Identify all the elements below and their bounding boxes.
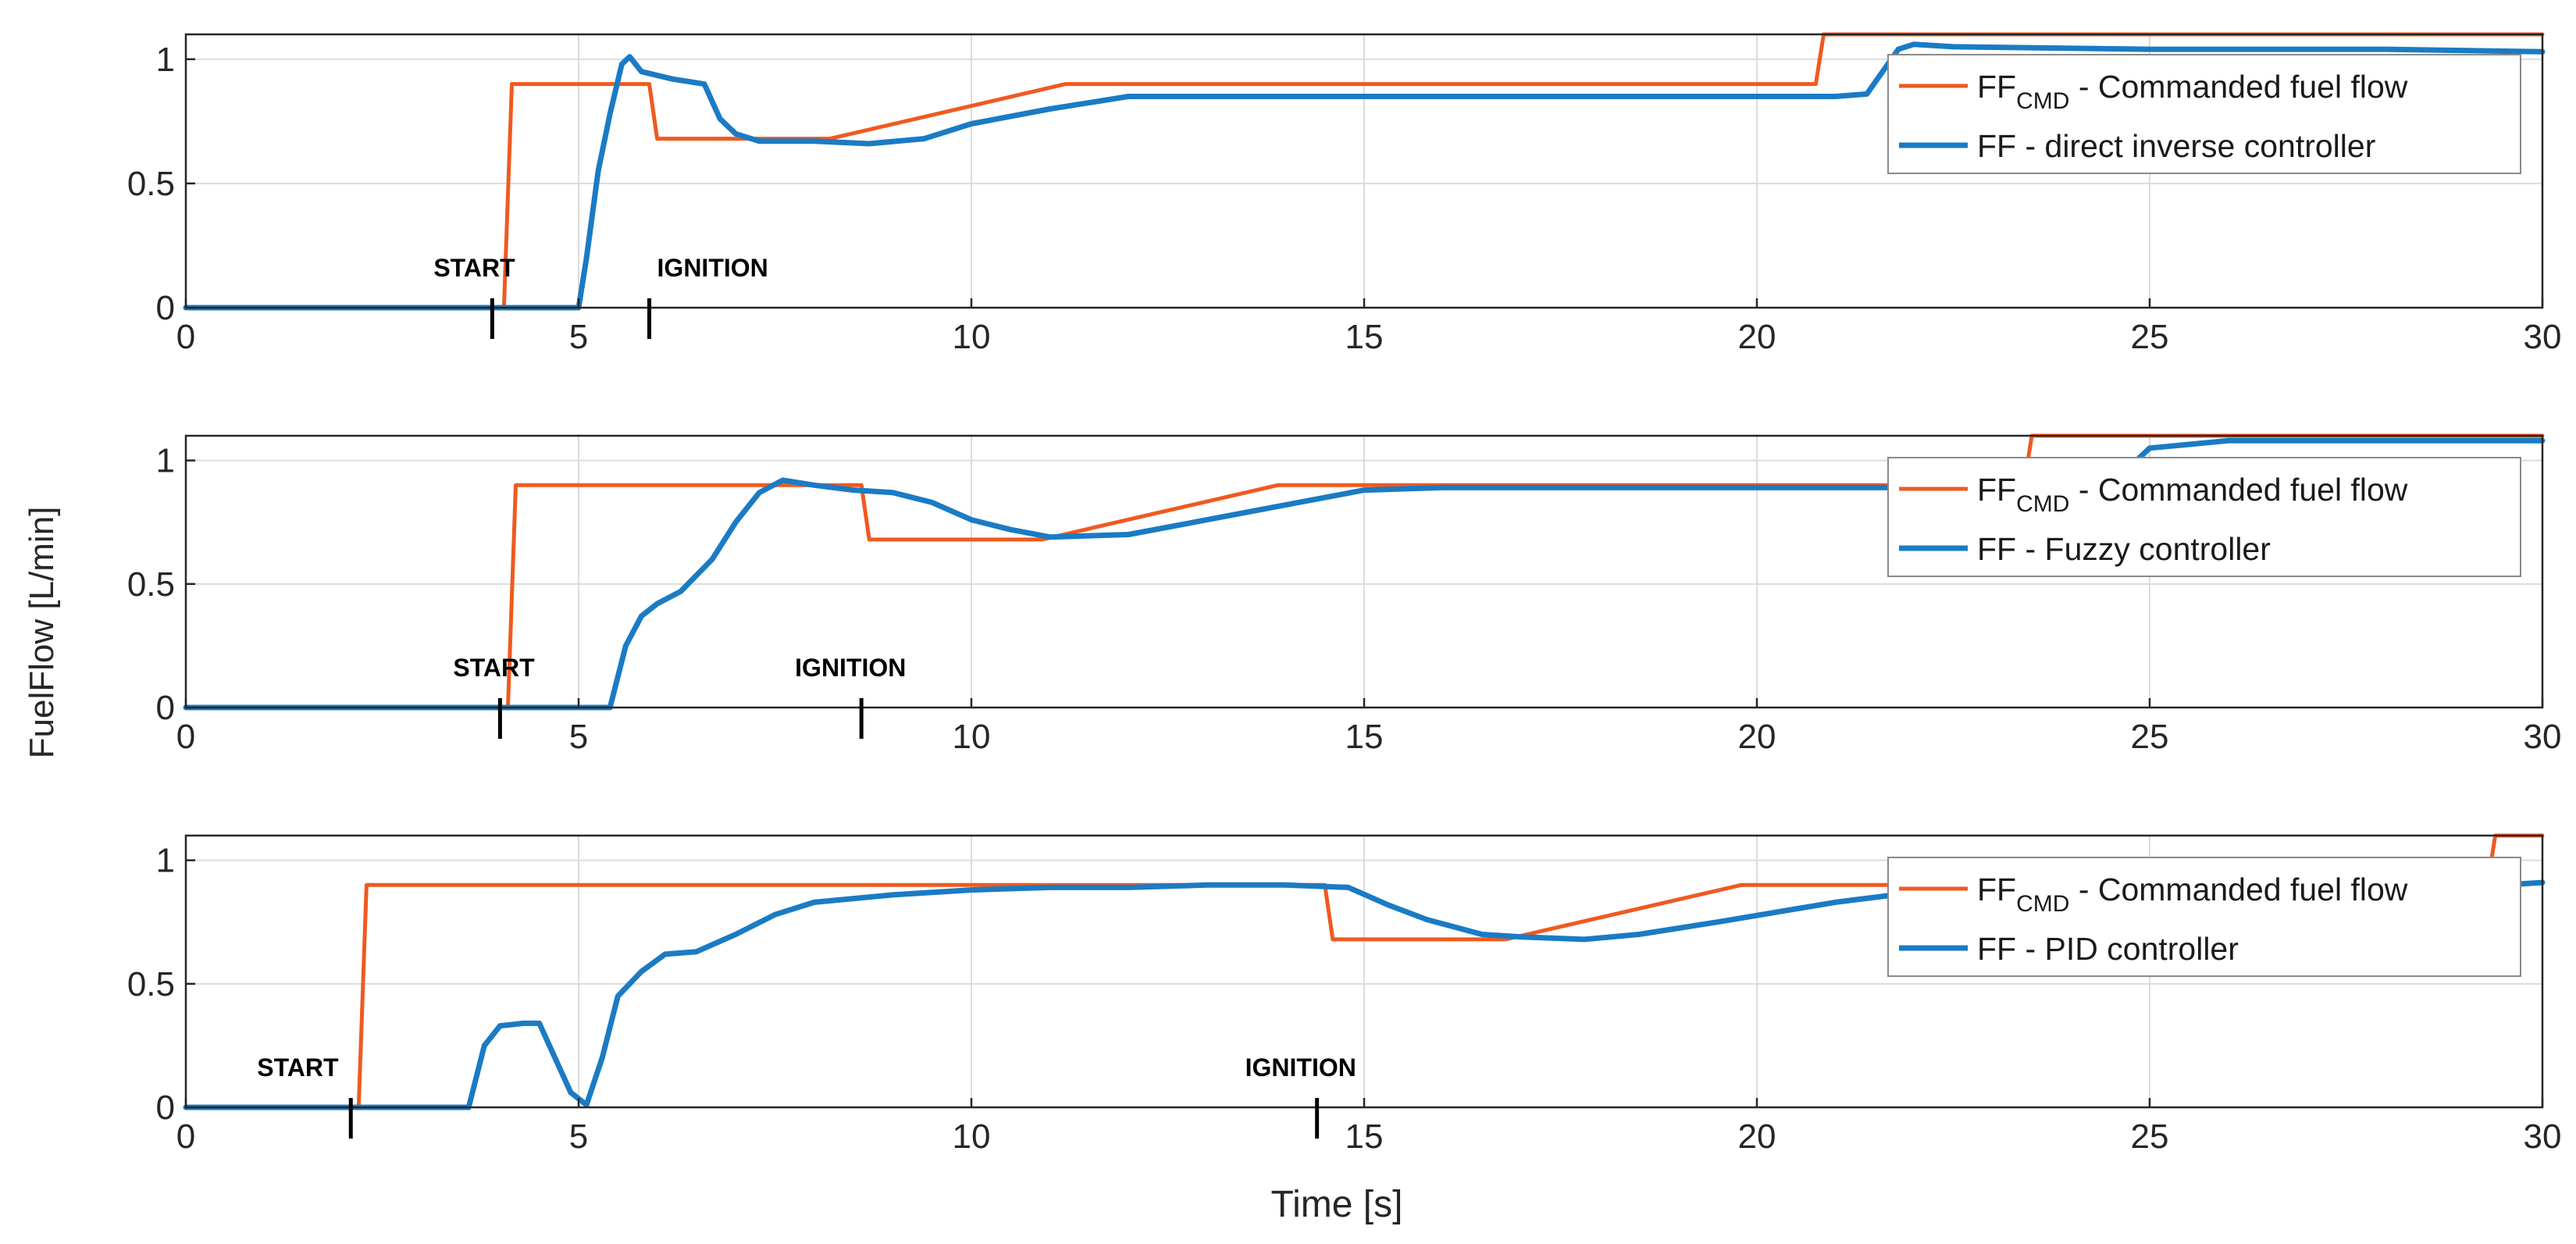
y-tick-label: 0.5 xyxy=(127,165,175,203)
ignition-label: IGNITION xyxy=(795,654,906,682)
y-tick-label: 0 xyxy=(156,289,175,327)
panel-3: 0 5 10 15 20 25 30 0 0.5 1 START IGNITION FFCMD - Co… xyxy=(127,833,2562,1156)
x-axis-label: Time [s] xyxy=(1271,1184,1403,1225)
y-tick-label: 1 xyxy=(156,442,175,480)
x-tick-label: 10 xyxy=(953,1117,991,1156)
x-tick-label: 15 xyxy=(1345,718,1384,756)
x-tick-label: 25 xyxy=(2131,1117,2169,1156)
x-tick-label: 25 xyxy=(2131,718,2169,756)
legend-controller-label: FF - Fuzzy controller xyxy=(1977,531,2271,567)
legend: FFCMD - Commanded fuel flow FF - Fuzzy co… xyxy=(1887,457,2521,577)
y-tick-label: 1 xyxy=(156,41,175,79)
legend: FFCMD - Commanded fuel flow FF - direct i… xyxy=(1887,54,2521,174)
legend: FFCMD - Commanded fuel flow FF - PID cont… xyxy=(1887,857,2521,977)
x-tick-label: 0 xyxy=(176,1117,195,1156)
x-tick-label: 10 xyxy=(953,318,991,356)
start-label: START xyxy=(257,1053,339,1082)
panel-1: 0 5 10 15 20 25 30 0 0.5 1 START IGNITION FFCMD - Co… xyxy=(127,32,2562,356)
x-tick-label: 15 xyxy=(1345,1117,1384,1156)
start-label: START xyxy=(453,654,535,682)
x-tick-label: 5 xyxy=(569,318,588,356)
controller-fuel-flow-line xyxy=(183,879,2546,1110)
y-tick-label: 0.5 xyxy=(127,565,175,604)
legend-commanded-label: FFCMD - Commanded fuel flow xyxy=(1977,69,2408,114)
legend-commanded-label: FFCMD - Commanded fuel flow xyxy=(1977,472,2408,517)
ignition-label: IGNITION xyxy=(1245,1053,1356,1082)
ignition-label: IGNITION xyxy=(657,254,768,282)
y-axis-label: FuelFlow [L/min] xyxy=(23,507,61,759)
y-tick-label: 0 xyxy=(156,689,175,727)
x-tick-label: 30 xyxy=(2524,718,2562,756)
panel-2: 0 5 10 15 20 25 30 0 0.5 1 START IGNITION FFCMD - Co… xyxy=(127,433,2562,756)
x-tick-label: 25 xyxy=(2131,318,2169,356)
x-tick-label: 5 xyxy=(569,1117,588,1156)
legend-commanded-label: FFCMD - Commanded fuel flow xyxy=(1977,872,2408,917)
controller-fuel-flow-line xyxy=(183,41,2546,311)
y-tick-label: 0.5 xyxy=(127,965,175,1003)
x-tick-label: 30 xyxy=(2524,318,2562,356)
legend-controller-label: FF - PID controller xyxy=(1977,931,2239,967)
x-tick-label: 20 xyxy=(1738,1117,1776,1156)
legend-box xyxy=(1887,857,2521,977)
x-tick-label: 5 xyxy=(569,718,588,756)
x-tick-label: 20 xyxy=(1738,718,1776,756)
x-tick-label: 30 xyxy=(2524,1117,2562,1156)
x-tick-label: 15 xyxy=(1345,318,1384,356)
start-label: START xyxy=(433,254,515,282)
legend-controller-label: FF - direct inverse controller xyxy=(1977,128,2375,164)
x-tick-label: 20 xyxy=(1738,318,1776,356)
x-tick-label: 10 xyxy=(953,718,991,756)
x-tick-label: 0 xyxy=(176,318,195,356)
legend-box xyxy=(1887,457,2521,577)
legend-box xyxy=(1887,54,2521,174)
x-tick-label: 0 xyxy=(176,718,195,756)
y-tick-label: 0 xyxy=(156,1089,175,1127)
y-tick-label: 1 xyxy=(156,842,175,880)
